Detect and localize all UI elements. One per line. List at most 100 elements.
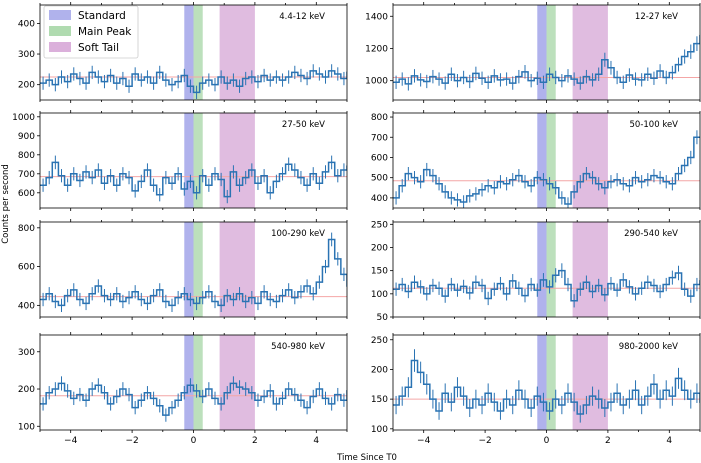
band-main-peak (546, 335, 556, 430)
y-tick-label: 200 (18, 81, 35, 91)
band-standard (537, 113, 547, 208)
legend-swatch-soft-tail (49, 42, 71, 52)
y-tick-label: 150 (371, 267, 388, 277)
lightcurve-step (393, 269, 700, 302)
panel-plot-area (393, 113, 700, 208)
y-tick-label: 50 (377, 313, 389, 323)
band-standard (184, 222, 194, 317)
band-main-peak (193, 5, 203, 100)
lightcurve-step (40, 382, 347, 416)
panel-5: 400 600 800 100-290 keV (18, 219, 348, 320)
lightcurve-step (393, 136, 700, 205)
y-tick-label: 1000 (12, 113, 35, 123)
x-tick-label: −2 (125, 436, 138, 446)
panel-title: 540-980 keV (271, 342, 325, 352)
y-tick-label: 600 (18, 263, 35, 273)
band-soft-tail (572, 222, 608, 317)
x-tick-label: 4 (666, 436, 672, 446)
y-tick-label: 300 (18, 50, 35, 60)
lightcurve-step (40, 161, 347, 198)
y-tick-label: 150 (371, 395, 388, 405)
y-tick-label: 100 (371, 290, 388, 300)
panel-1: 200 300 400 4.4-12 keV (18, 2, 348, 103)
panel-plot-area (393, 222, 700, 317)
band-standard (184, 5, 194, 100)
panel-8: 100 150 200 250 −4 −2 0 2 4 980-2000 keV (371, 332, 701, 446)
panel-7: 100 200 300 −4 −2 0 2 4 540-980 keV (18, 332, 348, 446)
panel-plot-area (40, 335, 347, 430)
band-soft-tail (572, 113, 608, 208)
band-main-peak (546, 5, 556, 100)
y-tick-label: 300 (18, 348, 35, 358)
y-tick-label: 600 (18, 189, 35, 199)
y-tick-label: 900 (18, 132, 35, 142)
lightcurve-step (40, 70, 347, 94)
legend-label-standard: Standard (78, 10, 126, 22)
y-tick-label: 400 (371, 194, 388, 204)
y-tick-label: 250 (371, 336, 388, 346)
panel-title: 290-540 keV (624, 229, 678, 239)
y-tick-label: 800 (18, 224, 35, 234)
y-tick-label: 500 (371, 174, 388, 184)
lightcurve-step (40, 238, 347, 307)
x-tick-label: −4 (417, 436, 431, 446)
y-tick-label: 200 (371, 243, 388, 253)
legend-label-soft-tail: Soft Tail (78, 42, 119, 54)
panel-title: 27-50 keV (282, 120, 325, 130)
y-tick-label: 800 (18, 151, 35, 161)
band-main-peak (193, 222, 203, 317)
y-tick-label: 100 (18, 422, 35, 432)
lightcurve-step (393, 359, 700, 415)
band-main-peak (193, 335, 203, 430)
band-main-peak (193, 113, 203, 208)
y-tick-label: 800 (371, 113, 388, 123)
y-tick-label: 400 (18, 301, 35, 311)
panel-title: 100-290 keV (271, 229, 325, 239)
y-tick-label: 1200 (365, 44, 388, 54)
band-main-peak (546, 113, 556, 208)
y-tick-label: 1000 (365, 77, 388, 87)
panel-plot-area (40, 5, 347, 100)
band-main-peak (546, 222, 556, 317)
band-soft-tail (219, 113, 255, 208)
panel-plot-area (40, 222, 347, 317)
band-standard (537, 5, 547, 100)
band-standard (537, 335, 547, 430)
x-tick-label: 2 (252, 436, 258, 446)
x-tick-label: 0 (544, 436, 550, 446)
lightcurve-step (393, 34, 700, 85)
y-tick-label: 200 (18, 385, 35, 395)
y-tick-label: 700 (18, 170, 35, 180)
band-soft-tail (219, 5, 255, 100)
y-tick-label: 600 (371, 153, 388, 163)
band-soft-tail (572, 5, 608, 100)
band-standard (537, 222, 547, 317)
legend-swatch-main-peak (49, 26, 71, 36)
panel-6: 50 100 150 200 250 290-540 keV (371, 219, 701, 323)
y-tick-label: 200 (371, 365, 388, 375)
x-tick-label: −4 (64, 436, 78, 446)
legend-swatch-standard (49, 10, 71, 20)
band-soft-tail (572, 335, 608, 430)
panel-title: 12-27 keV (635, 12, 678, 22)
panel-plot-area (393, 5, 700, 100)
band-soft-tail (219, 335, 255, 430)
y-tick-label: 100 (371, 425, 388, 435)
x-tick-label: 4 (313, 436, 319, 446)
panel-plot-area (393, 335, 700, 430)
panel-plot-area (40, 113, 347, 208)
y-tick-label: 250 (371, 220, 388, 230)
y-axis-label: Counts per second (1, 164, 11, 244)
panel-4: 400 500 600 700 800 50-100 keV (371, 110, 701, 211)
y-tick-label: 1400 (365, 12, 388, 22)
y-tick-label: 400 (18, 19, 35, 29)
panel-2: 1000 1200 1400 12-27 keV (365, 2, 701, 103)
band-standard (184, 113, 194, 208)
x-tick-label: −2 (478, 436, 491, 446)
panel-title: 50-100 keV (630, 120, 679, 130)
x-axis-label: Time Since T0 (336, 453, 397, 463)
legend-label-main-peak: Main Peak (78, 26, 132, 38)
y-tick-label: 700 (371, 133, 388, 143)
